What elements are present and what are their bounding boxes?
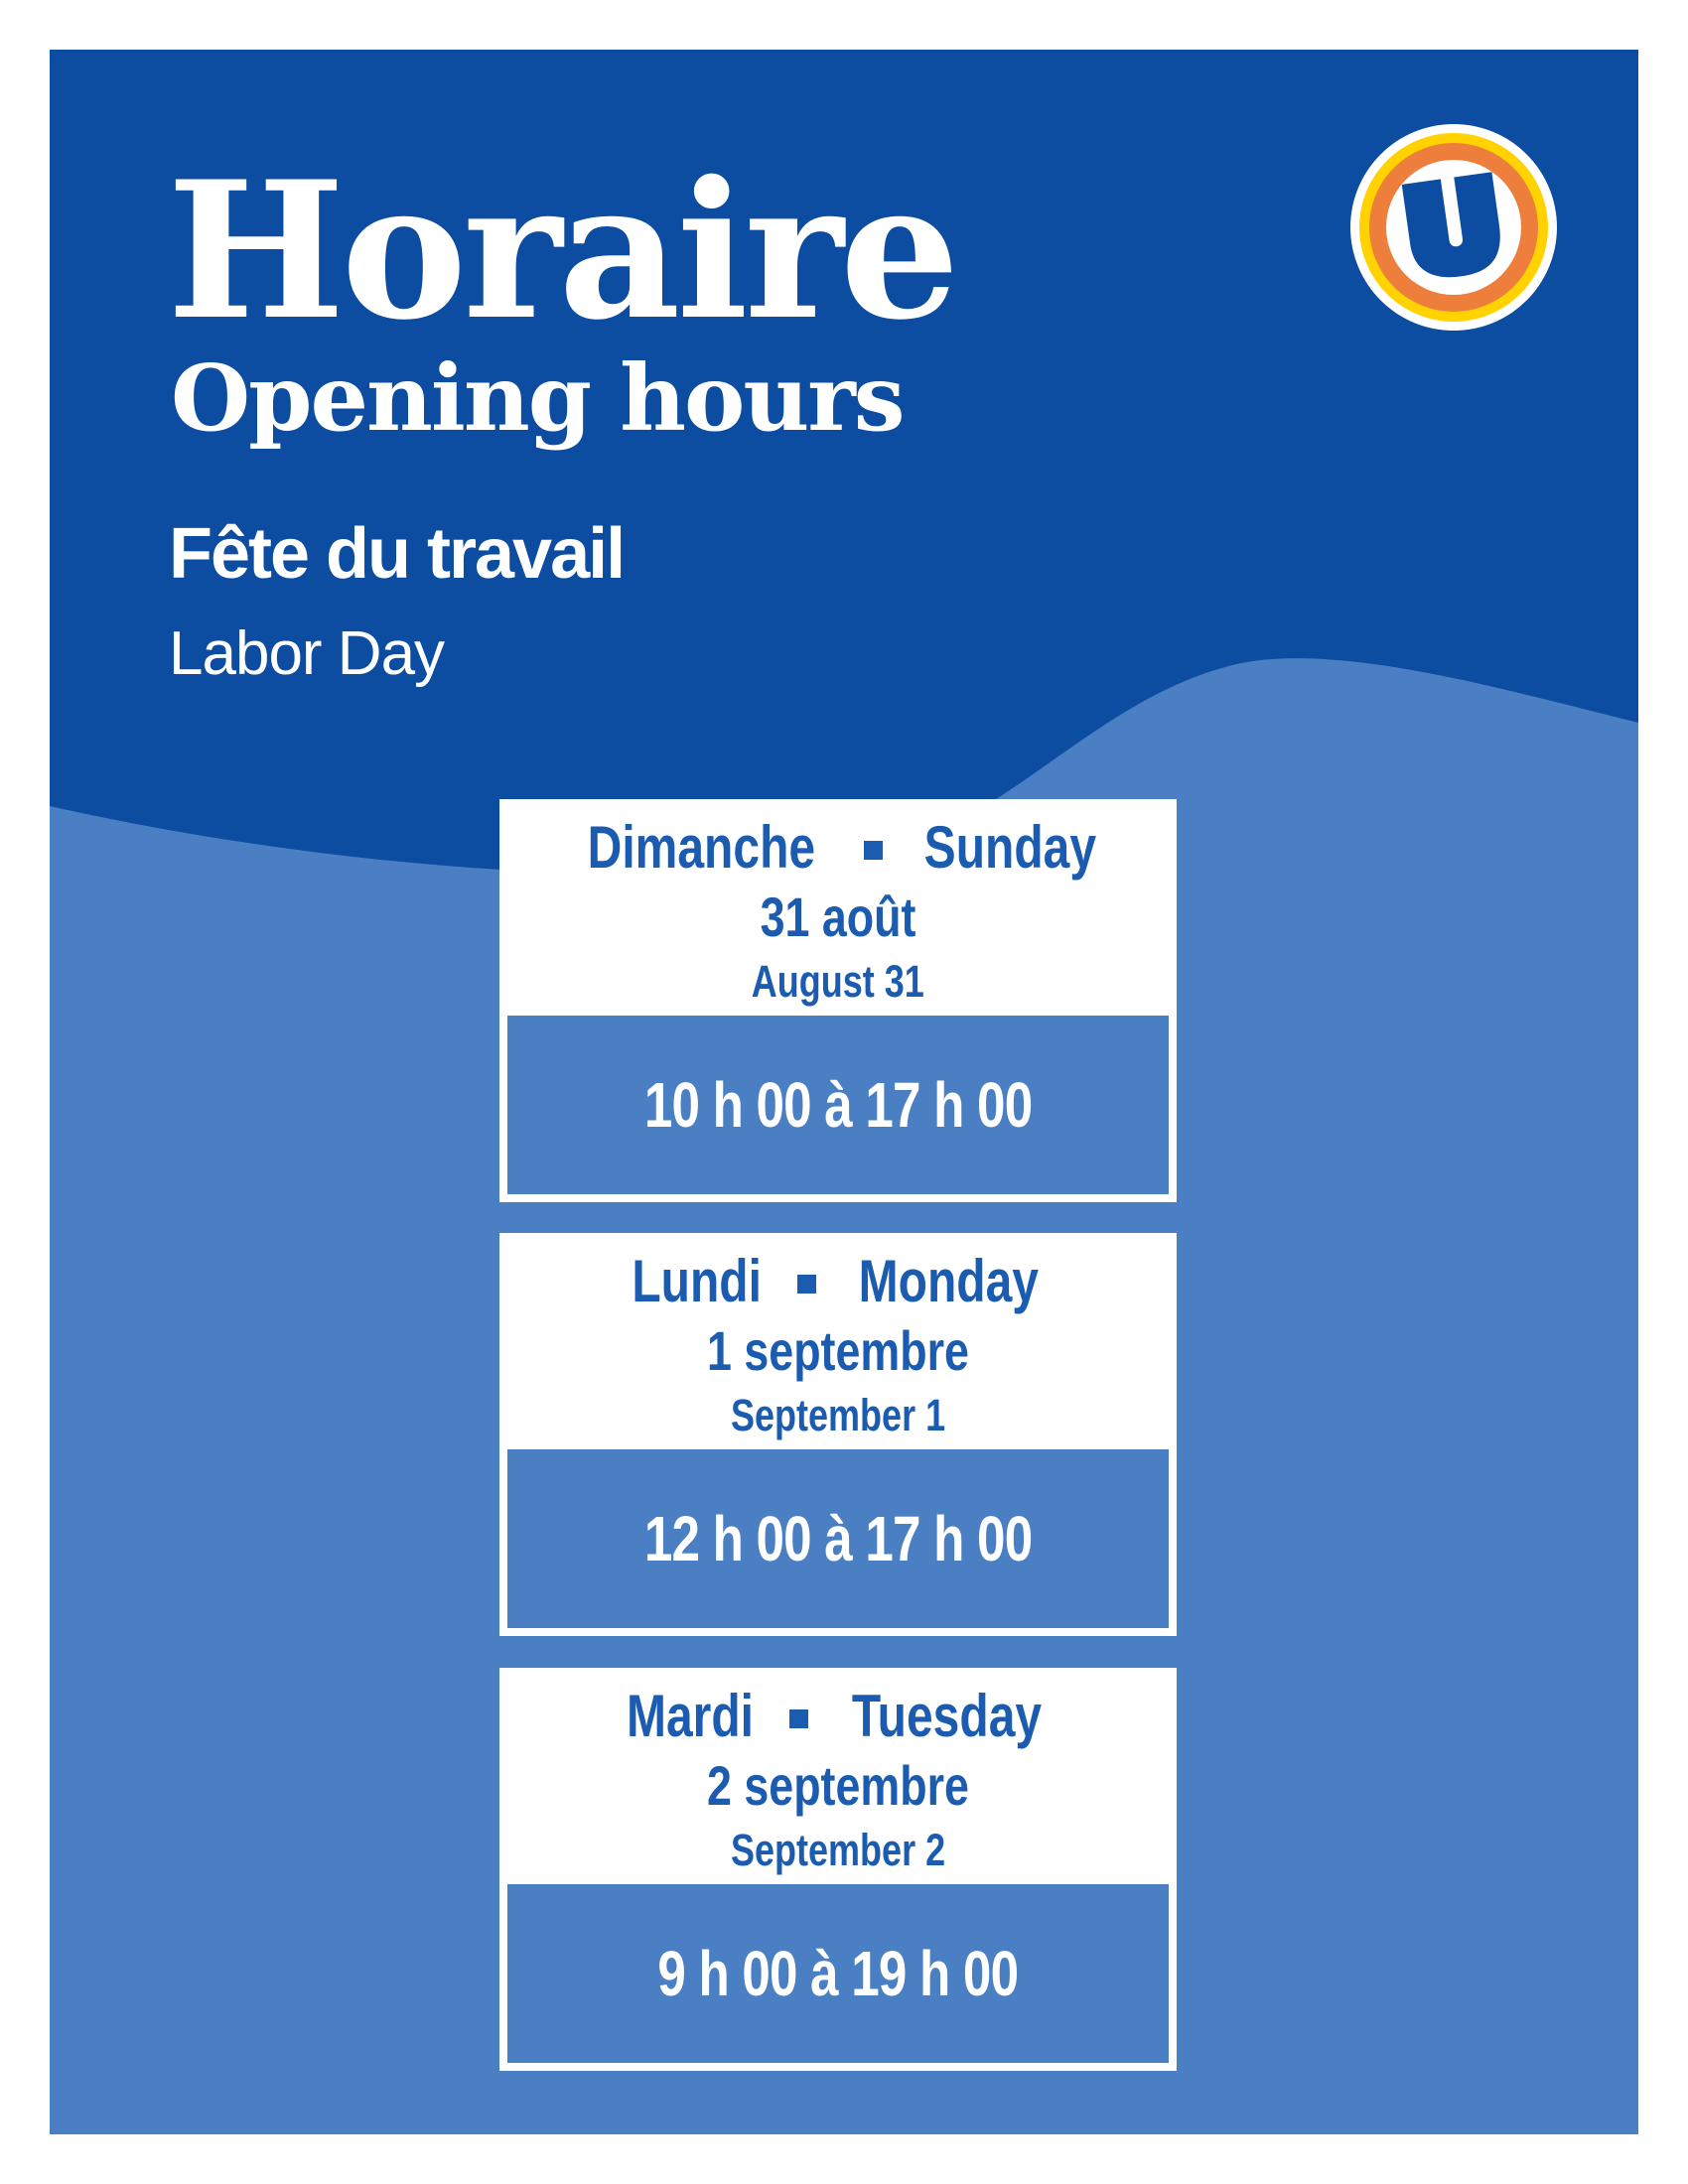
square-separator-icon [789,1709,809,1728]
hours-band: 10 h 00 à 17 h 00 [507,1016,1169,1194]
logo-inner-disc: U [1386,160,1521,295]
page-title-translation: Opening hours [171,344,905,452]
schedule-card: Lundi Monday 1 septembre September 1 12 … [499,1233,1177,1636]
date-en: September 1 [704,1388,972,1443]
hours-text: 12 h 00 à 17 h 00 [643,1503,1033,1574]
day-row: Dimanche Sunday [559,813,1117,882]
logo-yellow-ring-icon: U [1359,133,1548,322]
date-en-text: September 1 [730,1389,946,1440]
date-fr-text: 2 septembre [707,1754,969,1817]
holiday-name-translation: Labor Day [169,619,445,688]
schedule-card-header: Dimanche Sunday 31 août August 31 [499,799,1177,1016]
day-name-en: Tuesday [851,1683,1043,1749]
date-fr: 2 septembre [674,1750,1002,1823]
day-name-en: Monday [858,1248,1039,1314]
day-name-fr: Mardi [626,1683,755,1749]
hours-band: 12 h 00 à 17 h 00 [507,1449,1169,1628]
date-en-text: August 31 [751,955,925,1007]
hours-text: 9 h 00 à 19 h 00 [657,1938,1020,2009]
day-name-fr: Dimanche [587,814,815,881]
day-row: Mardi Tuesday [611,1682,1065,1750]
schedule-card: Dimanche Sunday 31 août August 31 10 h 0… [499,799,1177,1202]
square-separator-icon [863,841,883,860]
logo-u-icon [1401,172,1500,278]
page-title: Horaire [167,140,960,361]
day-name-fr: Lundi [631,1248,762,1314]
date-fr: 1 septembre [674,1315,1002,1388]
date-fr-text: 1 septembre [707,1319,969,1382]
date-en-text: September 2 [730,1824,946,1875]
square-separator-icon [796,1275,816,1294]
day-row: Lundi Monday [616,1247,1061,1315]
hours-text: 10 h 00 à 17 h 00 [643,1069,1033,1141]
date-en: September 2 [704,1823,972,1878]
hours-band: 9 h 00 à 19 h 00 [507,1884,1169,2063]
holiday-name: Fête du travail [169,514,626,594]
schedule-card-header: Lundi Monday 1 septembre September 1 [499,1233,1177,1449]
date-en: August 31 [730,954,946,1010]
brand-logo: U [1350,124,1557,331]
logo-orange-ring-icon: U [1369,143,1538,312]
schedule-card: Mardi Tuesday 2 septembre September 2 9 … [499,1668,1177,2071]
date-fr: 31 août [741,882,935,954]
poster-background: Horaire Opening hours Fête du travail La… [50,50,1638,2134]
day-name-en: Sunday [923,814,1096,881]
schedule-card-header: Mardi Tuesday 2 septembre September 2 [499,1668,1177,1884]
date-fr-text: 31 août [760,886,916,948]
